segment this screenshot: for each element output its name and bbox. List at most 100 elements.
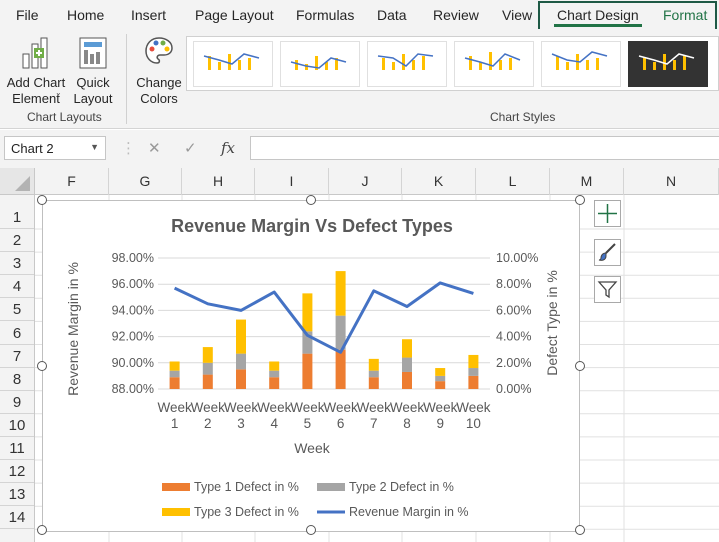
bar-segment-type2[interactable] xyxy=(302,331,313,354)
row-header-6[interactable]: 6 xyxy=(0,322,34,345)
bar-segment-type2[interactable] xyxy=(269,370,280,378)
chart-styles-button[interactable] xyxy=(594,239,621,266)
row-header-4[interactable]: 4 xyxy=(0,275,34,299)
bar-segment-type2[interactable] xyxy=(368,370,379,378)
bar-segment-type3[interactable] xyxy=(169,361,180,371)
tab-formulas[interactable]: Formulas xyxy=(296,7,355,23)
chart-style-5[interactable] xyxy=(541,41,621,87)
revenue-margin-line[interactable] xyxy=(173,281,474,354)
bar-segment-type2[interactable] xyxy=(236,353,246,370)
row-header-5[interactable]: 5 xyxy=(0,298,34,322)
select-all-corner[interactable] xyxy=(0,168,35,195)
formula-input[interactable] xyxy=(250,136,719,160)
bar-segment-type1[interactable] xyxy=(302,353,313,389)
row-header-11[interactable]: 11 xyxy=(0,437,34,460)
bar-segment-type1[interactable] xyxy=(202,374,213,389)
row-header-9[interactable]: 9 xyxy=(0,391,34,414)
primary-axis-title[interactable]: Revenue Margin in % xyxy=(65,262,81,396)
bar-segment-type3[interactable] xyxy=(435,368,446,376)
chart-style-1[interactable] xyxy=(193,41,273,87)
bar-segment-type1[interactable] xyxy=(269,377,280,389)
chart-style-6[interactable] xyxy=(628,41,708,87)
bar-segment-type3[interactable] xyxy=(468,354,479,369)
chart-title[interactable]: Revenue Margin Vs Defect Types xyxy=(171,216,453,236)
bar-segment-type1[interactable] xyxy=(236,369,246,389)
column-header-j[interactable]: J xyxy=(329,168,402,195)
change-colors-button[interactable]: Change Colors xyxy=(133,34,185,107)
bar-segment-type3[interactable] xyxy=(202,347,213,363)
resize-handle-bottom-right[interactable] xyxy=(575,525,585,535)
row-header-1[interactable]: 1 xyxy=(0,206,34,229)
enter-icon[interactable]: ✓ xyxy=(184,140,197,157)
add-chart-element-button[interactable]: Add Chart Element xyxy=(4,34,68,107)
column-header-f[interactable]: F xyxy=(35,168,109,195)
bar-segment-type3[interactable] xyxy=(236,319,246,354)
quick-layout-button[interactable]: Quick Layout xyxy=(66,34,120,107)
primary-axis-tick-label: 90.00% xyxy=(112,356,154,370)
resize-handle-left[interactable] xyxy=(37,361,47,371)
chart-legend[interactable]: Type 1 Defect in % Type 2 Defect in % Ty… xyxy=(162,480,469,519)
row-header-13[interactable]: 13 xyxy=(0,483,34,507)
resize-handle-top-left[interactable] xyxy=(37,195,47,205)
tab-page-layout[interactable]: Page Layout xyxy=(195,7,274,23)
bar-segment-type3[interactable] xyxy=(269,361,280,371)
bar-segment-type1[interactable] xyxy=(368,377,379,389)
bar-segment-type1[interactable] xyxy=(335,349,346,389)
row-header-14[interactable]: 14 xyxy=(0,506,34,530)
row-header-3[interactable]: 3 xyxy=(0,252,34,276)
bar-segment-type1[interactable] xyxy=(435,381,446,389)
chart-style-3[interactable] xyxy=(367,41,447,87)
chart-style-4[interactable] xyxy=(454,41,534,87)
resize-handle-right[interactable] xyxy=(575,361,585,371)
column-header-n[interactable]: N xyxy=(624,168,719,195)
resize-handle-bottom[interactable] xyxy=(306,525,316,535)
bar-segment-type2[interactable] xyxy=(202,362,213,375)
bar-segment-type3[interactable] xyxy=(335,271,346,316)
row-header-10[interactable]: 10 xyxy=(0,414,34,437)
tab-data[interactable]: Data xyxy=(377,7,407,23)
tab-insert[interactable]: Insert xyxy=(131,7,167,23)
row-header-8[interactable]: 8 xyxy=(0,368,34,391)
resize-handle-bottom-left[interactable] xyxy=(37,525,47,535)
column-header-h[interactable]: H xyxy=(182,168,255,195)
insert-function-icon[interactable]: fx xyxy=(221,139,236,157)
chart-object[interactable]: 98.00% 96.00% 94.00% 92.00% 90.00% 88.00% 10.0… xyxy=(42,200,580,532)
row-header-2[interactable]: 2 xyxy=(0,229,34,253)
bar-segment-type2[interactable] xyxy=(169,370,180,378)
quick-layout-icon xyxy=(79,37,107,69)
column-header-i[interactable]: I xyxy=(255,168,329,195)
tab-chart-design[interactable]: Chart Design xyxy=(554,7,642,27)
tab-file[interactable]: File xyxy=(16,7,39,23)
resize-handle-top-right[interactable] xyxy=(575,195,585,205)
x-axis-title[interactable]: Week xyxy=(294,440,331,456)
row-header-12[interactable]: 12 xyxy=(0,460,34,484)
tab-view[interactable]: View xyxy=(502,7,533,23)
tab-format[interactable]: Format xyxy=(663,7,708,23)
chart-elements-button[interactable] xyxy=(594,200,621,227)
chart-style-2[interactable] xyxy=(280,41,360,87)
column-header-g[interactable]: G xyxy=(109,168,182,195)
bar-segment-type1[interactable] xyxy=(169,377,180,389)
bar-segment-type3[interactable] xyxy=(402,339,412,358)
bar-segment-type2[interactable] xyxy=(335,315,346,350)
bar-segment-type2[interactable] xyxy=(435,375,446,382)
tab-home[interactable]: Home xyxy=(67,7,105,23)
resize-handle-top[interactable] xyxy=(306,195,316,205)
column-header-k[interactable]: K xyxy=(402,168,476,195)
bar-segment-type2[interactable] xyxy=(468,368,479,376)
primary-axis-tick-label: 96.00% xyxy=(112,277,154,291)
bar-segment-type1[interactable] xyxy=(402,371,412,389)
chart-filters-button[interactable] xyxy=(594,276,621,303)
column-header-m[interactable]: M xyxy=(550,168,624,195)
bar-segment-type3[interactable] xyxy=(302,293,313,332)
tab-review[interactable]: Review xyxy=(433,7,479,23)
bar-segment-type2[interactable] xyxy=(402,357,412,372)
row-header-7[interactable]: 7 xyxy=(0,345,34,368)
bar-segment-type1[interactable] xyxy=(468,375,479,389)
cancel-icon[interactable]: ✕ xyxy=(148,140,161,157)
bar-segment-type3[interactable] xyxy=(368,358,379,371)
secondary-axis-title[interactable]: Defect Type in % xyxy=(544,270,560,376)
chart-style-thumbnail-icon xyxy=(551,51,608,70)
column-header-l[interactable]: L xyxy=(476,168,550,195)
name-box[interactable]: Chart 2 ▼ xyxy=(4,136,106,160)
